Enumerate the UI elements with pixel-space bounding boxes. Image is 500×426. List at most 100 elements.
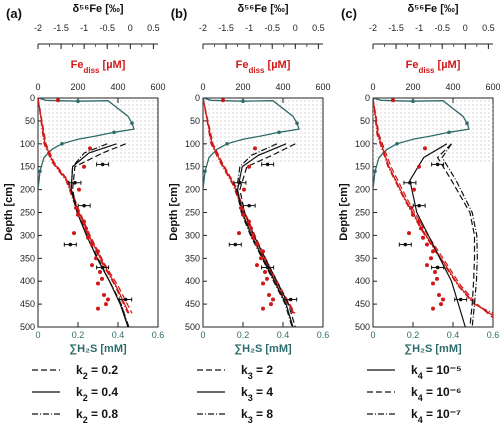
top-tick-label: -1.5	[53, 23, 69, 33]
iso-model-dashed	[239, 143, 296, 327]
depth-tick-label: 250	[20, 208, 35, 218]
depth-tick-label: 100	[355, 139, 370, 149]
top-tick-label: 0.5	[482, 23, 495, 33]
fe-point	[253, 146, 257, 151]
top-tick-label: -2	[369, 23, 377, 33]
legend-label: k3 = 2	[241, 363, 273, 381]
h2s-point	[38, 169, 42, 174]
panel-letter: (a)	[6, 6, 22, 21]
plot-area	[373, 98, 493, 327]
fe-point	[98, 270, 102, 275]
fe-model-dashdot	[203, 98, 294, 314]
depth-axis-label: Depth [cm]	[338, 183, 350, 241]
depth-tick-label: 50	[190, 116, 200, 126]
fe-point	[100, 276, 104, 281]
legend-label: k4 = 10⁻⁶	[411, 385, 462, 403]
depth-tick-label: 300	[185, 230, 200, 240]
fe-tick-label: 200	[70, 82, 85, 92]
fe-point	[417, 219, 421, 224]
fe-point	[267, 292, 271, 297]
legend-label: k3 = 4	[241, 385, 273, 403]
depth-tick-label: 150	[185, 162, 200, 172]
iso-point	[233, 242, 238, 247]
fe-point	[247, 164, 251, 169]
h2s-point	[411, 99, 415, 104]
depth-tick-label: 400	[185, 276, 200, 286]
iso-point	[100, 162, 105, 167]
top-tick-label: -2	[199, 23, 207, 33]
depth-tick-label: 500	[20, 322, 35, 332]
top-tick-label: -1	[415, 23, 423, 33]
fe-point	[421, 235, 425, 240]
h2s-point	[112, 130, 116, 135]
h2s-tick-label: 0.6	[487, 330, 500, 340]
top-tick-label: -1	[245, 23, 253, 33]
fe-model-solid	[373, 98, 493, 317]
fe-point	[102, 292, 106, 297]
iso-point	[100, 265, 105, 270]
depth-tick-label: 50	[25, 116, 35, 126]
h2s-point	[277, 130, 281, 135]
fe-point	[242, 187, 246, 192]
fe-point	[261, 306, 265, 311]
legend-label: k4 = 10⁻⁷	[411, 407, 461, 425]
h2s-point	[465, 121, 469, 125]
fe-point	[239, 205, 243, 210]
h2s-axis-label: ∑H₂S [mM]	[234, 343, 292, 355]
depth-tick-label: 200	[355, 185, 370, 195]
iso-model-dashdot	[70, 143, 130, 327]
fe-point	[412, 187, 416, 192]
h2s-profile	[203, 98, 300, 190]
fe-point	[251, 235, 255, 240]
depth-tick-label: 400	[20, 276, 35, 286]
top-axis-label: δ⁵⁶Fe [‰]	[407, 3, 458, 15]
top-tick-label: 0	[463, 23, 468, 33]
fe-point	[88, 146, 92, 151]
fe-point	[391, 98, 395, 103]
fe-tick-label: 200	[235, 82, 250, 92]
top-tick-label: -0.5	[99, 23, 115, 33]
top-tick-label: -1.5	[218, 23, 234, 33]
fe-point	[409, 205, 413, 210]
top-tick-label: 0.5	[312, 23, 325, 33]
h2s-point	[60, 142, 64, 146]
fe-point	[56, 98, 60, 103]
iso-point	[73, 180, 77, 185]
h2s-tick-label: 0	[370, 330, 375, 340]
top-tick-label: 0	[128, 23, 133, 33]
depth-tick-label: 0	[365, 93, 370, 103]
fe-tick-label: 0	[35, 82, 40, 92]
fe-tick-label: 400	[110, 82, 125, 92]
fe-point	[106, 297, 110, 302]
fe-point	[265, 276, 269, 281]
legend-label: k2 = 0.2	[76, 363, 118, 381]
fe-point	[261, 249, 265, 254]
iso-point	[288, 297, 293, 302]
h2s-tick-label: 0.4	[447, 330, 460, 340]
fe-point	[247, 219, 251, 224]
fe-point	[431, 306, 435, 311]
top-axis-label: δ⁵⁶Fe [‰]	[72, 3, 123, 15]
fe-point	[417, 164, 421, 169]
fe-point	[77, 187, 81, 192]
fe-point	[241, 212, 245, 217]
legend-label: k2 = 0.8	[76, 407, 118, 425]
fe-point	[90, 263, 94, 268]
top-tick-label: -0.5	[264, 23, 280, 33]
h2s-tick-label: 0.6	[152, 330, 165, 340]
fe-point	[419, 226, 423, 231]
top-tick-label: -1.5	[388, 23, 404, 33]
panel-b: (b) δ⁵⁶Fe [‰] -2 -1.5 -1 -0.5 0 0.5 Fediss [µM] 0…	[168, 3, 331, 425]
depth-tick-label: 100	[185, 139, 200, 149]
fe-point	[72, 231, 76, 236]
fe-point	[411, 212, 415, 217]
top-tick-label: -2	[34, 23, 42, 33]
fe-point	[221, 98, 225, 103]
fe-point	[96, 306, 100, 311]
fe-point	[237, 231, 241, 236]
h2s-tick-label: 0.2	[407, 330, 420, 340]
fe-tick-label: 600	[485, 82, 500, 92]
depth-tick-label: 350	[185, 253, 200, 263]
top-tick-label: 0.5	[147, 23, 160, 33]
